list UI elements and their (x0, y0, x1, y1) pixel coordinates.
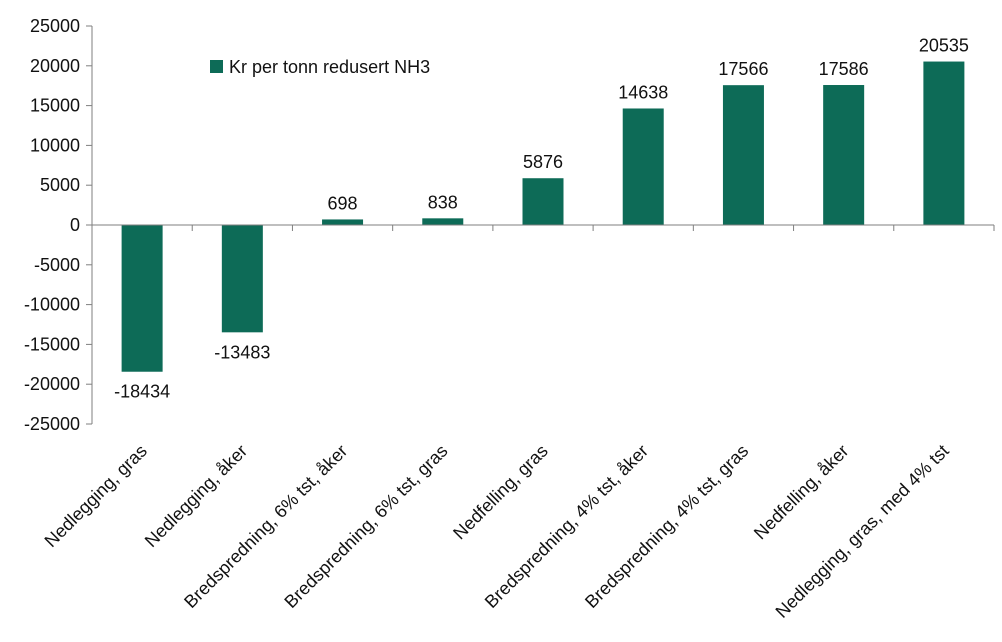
data-label: -18434 (114, 382, 170, 402)
x-category-label: Nedlegging, gras, med 4% tst (772, 441, 953, 622)
data-label: 698 (328, 193, 358, 213)
bars (121, 61, 965, 372)
x-category-label: Nedlegging, gras (41, 441, 151, 551)
data-label: 14638 (618, 82, 668, 102)
y-tick-label: -20000 (24, 374, 80, 394)
y-tick-label: 25000 (30, 16, 80, 36)
y-tick-label: 0 (70, 215, 80, 235)
x-category-label: Nedlegging, åker (141, 441, 251, 551)
bar (923, 61, 965, 226)
y-tick-label: -10000 (24, 295, 80, 315)
y-tick-label: 20000 (30, 56, 80, 76)
x-category-label: Bredspredning, 4% tst, åker (481, 441, 652, 612)
x-category-label: Nedfelling, gras (449, 441, 552, 544)
data-labels: -18434 -13483 698 838 5876 14638 17566 17586 205… (114, 36, 969, 402)
data-label: 20535 (919, 36, 969, 56)
y-tick-label: 10000 (30, 135, 80, 155)
data-label: 17566 (718, 59, 768, 79)
bar (622, 108, 664, 225)
legend-swatch (210, 60, 223, 73)
bar (722, 85, 764, 225)
bar (322, 219, 364, 225)
y-tick-label: -15000 (24, 334, 80, 354)
y-tick-label: 5000 (40, 175, 80, 195)
y-tick-label: -25000 (24, 414, 80, 434)
x-category-label: Nedfelling, åker (750, 441, 853, 544)
bar (422, 218, 464, 225)
y-tick-label: -5000 (34, 255, 80, 275)
x-category-label: Bredspredning, 4% tst, gras (581, 441, 752, 612)
bar (221, 225, 263, 333)
data-label: -13483 (214, 342, 270, 362)
data-label: 17586 (819, 59, 869, 79)
legend-label: Kr per tonn redusert NH3 (229, 57, 430, 77)
bar (522, 178, 564, 225)
bar (121, 225, 163, 372)
data-label: 5876 (523, 152, 563, 172)
y-axis-ticks: 25000 20000 15000 10000 5000 0 -5000 -10000 -150… (24, 16, 92, 434)
axes (91, 26, 995, 424)
data-label: 838 (428, 192, 458, 212)
x-category-label: Bredspredning, 6% tst, gras (280, 441, 451, 612)
legend: Kr per tonn redusert NH3 (210, 57, 430, 77)
x-category-label: Bredspredning, 6% tst, åker (180, 441, 351, 612)
y-tick-label: 15000 (30, 96, 80, 116)
bar (823, 85, 865, 225)
